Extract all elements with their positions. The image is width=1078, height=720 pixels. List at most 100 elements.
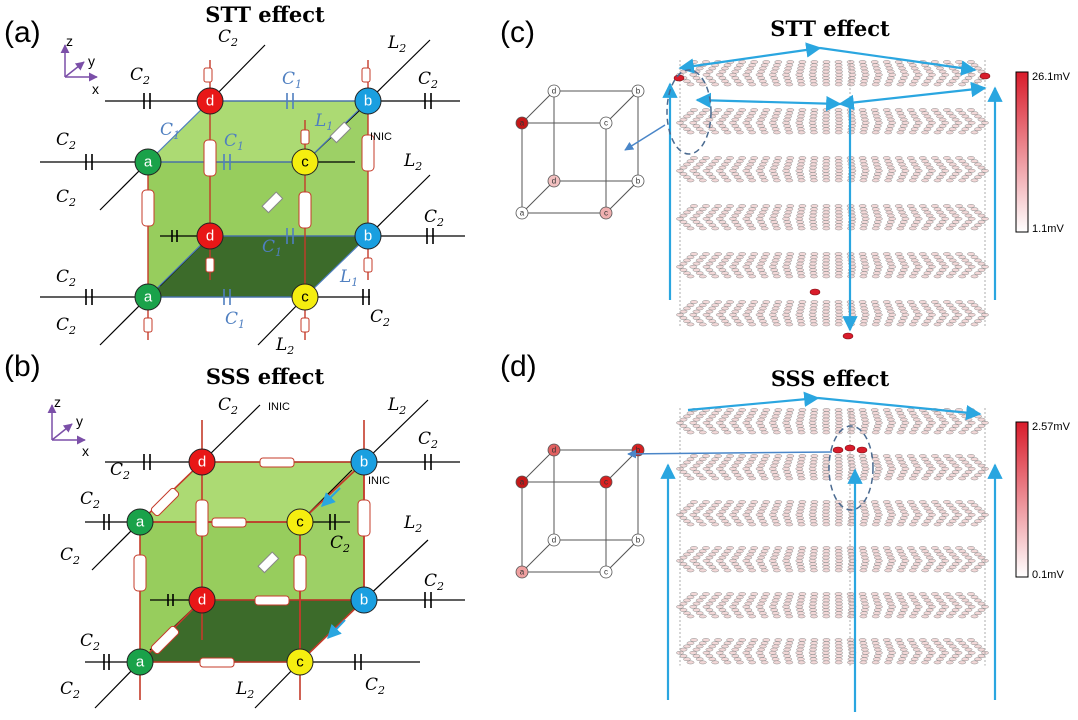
- lattice-site: [708, 427, 717, 432]
- svg-text:y: y: [76, 413, 83, 429]
- svg-text:INIC: INIC: [370, 131, 392, 143]
- lattice-site: [698, 457, 707, 462]
- mini-cube-node-label: b: [636, 177, 641, 186]
- lattice-site: [970, 178, 979, 183]
- lattice-site: [718, 165, 727, 170]
- lattice-site: [860, 657, 868, 662]
- lattice-site: [702, 650, 711, 655]
- lattice-site: [967, 500, 975, 504]
- lattice-site: [896, 430, 905, 435]
- lattice-site: [784, 473, 793, 478]
- lattice-site: [785, 322, 794, 327]
- lattice-site: [714, 638, 722, 642]
- lattice-site: [977, 463, 986, 468]
- lattice-site: [808, 604, 817, 609]
- lattice-site: [689, 168, 698, 173]
- lattice-site: [810, 130, 818, 135]
- lattice-site: [834, 306, 843, 311]
- lattice-site: [810, 156, 819, 160]
- lattice-site: [945, 178, 954, 183]
- lattice-site: [870, 156, 879, 160]
- lattice-site: [884, 226, 892, 231]
- lattice-site: [961, 223, 970, 228]
- panel-d: (d) SSS effect d ba cd ba c 2.57mV 0.1mV: [500, 350, 1071, 712]
- lattice-site: [746, 79, 755, 84]
- lattice-site: [884, 274, 892, 279]
- lattice-site: [808, 420, 817, 425]
- hot-site: [832, 446, 844, 454]
- lattice-site: [723, 322, 732, 327]
- lattice-site: [910, 210, 919, 215]
- lattice-site: [750, 592, 759, 596]
- lattice-site: [822, 500, 831, 504]
- lattice-site: [925, 417, 934, 422]
- lattice-site: [718, 647, 727, 652]
- lattice-site: [886, 69, 895, 74]
- lattice-site: [961, 611, 970, 616]
- lattice-site: [797, 657, 805, 662]
- lattice-site: [945, 660, 954, 665]
- lattice-site: [698, 322, 707, 327]
- lattice-site: [906, 454, 915, 458]
- lattice-site: [938, 470, 947, 474]
- lattice-site: [933, 430, 942, 435]
- lattice-site: [770, 424, 779, 428]
- lattice-site: [955, 252, 963, 256]
- lattice-site: [683, 258, 691, 263]
- lattice-site: [809, 519, 818, 524]
- lattice-site: [729, 512, 737, 517]
- lattice-site: [683, 473, 691, 478]
- lattice-site: [738, 156, 747, 160]
- lattice-site: [689, 264, 698, 269]
- lattice-site: [679, 647, 688, 652]
- lattice-site: [967, 420, 976, 425]
- lattice-site: [796, 165, 804, 170]
- lattice-site: [933, 660, 942, 665]
- lattice-site: [886, 268, 895, 272]
- lattice-site: [796, 463, 804, 468]
- lattice-site: [882, 252, 891, 256]
- lattice-site: [705, 172, 714, 176]
- lattice-site: [733, 66, 742, 71]
- lattice-site: [721, 519, 729, 524]
- lattice-site: [941, 72, 950, 77]
- lattice-site: [964, 654, 973, 658]
- lattice-site: [951, 516, 960, 520]
- lattice-site: [918, 108, 927, 112]
- lattice-site: [796, 261, 804, 266]
- lattice-site: [718, 220, 727, 224]
- lattice-site: [783, 555, 792, 560]
- lattice-site: [885, 79, 894, 84]
- lattice-site: [928, 120, 936, 125]
- mini-cube-node-label: c: [604, 119, 608, 128]
- lattice-site: [912, 470, 921, 474]
- lattice-site: [746, 223, 755, 228]
- lattice-site: [783, 213, 792, 218]
- lattice-site: [731, 172, 740, 176]
- lattice-site: [951, 309, 960, 314]
- lattice-site: [910, 271, 919, 276]
- lattice-site: [711, 130, 720, 135]
- lattice-site: [871, 641, 880, 646]
- lattice-site: [938, 562, 947, 566]
- lattice-site: [721, 644, 729, 649]
- lattice-site: [886, 516, 895, 520]
- lattice-site: [835, 558, 843, 563]
- lattice-site: [846, 454, 855, 458]
- lattice-site: [771, 271, 780, 276]
- lattice-site: [748, 522, 757, 527]
- lattice-site: [759, 506, 767, 511]
- lattice-site: [894, 204, 903, 208]
- lattice-site: [760, 503, 769, 508]
- lattice-site: [871, 430, 880, 435]
- node-b-bottom: b: [354, 222, 382, 250]
- lattice-site: [750, 638, 759, 642]
- lattice-site: [797, 175, 805, 180]
- lattice-site: [885, 598, 894, 603]
- lattice-site: [721, 127, 729, 132]
- lattice-site: [967, 264, 976, 269]
- lattice-site: [736, 178, 744, 183]
- lattice-site: [977, 654, 986, 658]
- svg-text:C2: C2: [60, 545, 80, 567]
- lattice-site: [933, 614, 942, 619]
